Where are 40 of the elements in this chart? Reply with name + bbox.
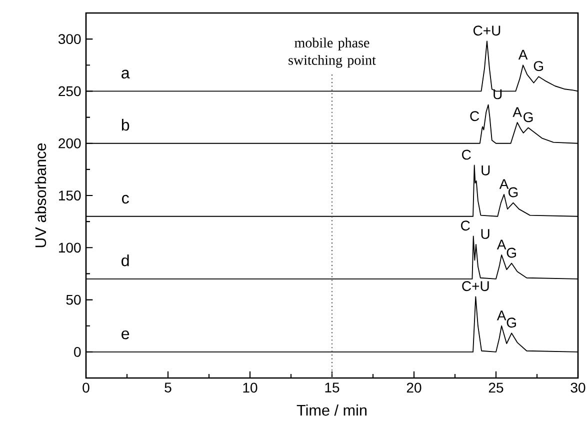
- annotation: G: [506, 318, 516, 328]
- x-tick-label: 5: [164, 382, 172, 392]
- legend-label: b: [122, 118, 130, 131]
- x-tick-label: 30: [570, 382, 586, 393]
- y-tick-label: 50: [66, 294, 81, 305]
- annotation: U: [494, 89, 502, 100]
- y-tick-label: 300: [58, 34, 81, 44]
- annotation: U: [481, 229, 490, 239]
- annotation: G: [506, 248, 516, 258]
- annotation: G: [524, 112, 533, 122]
- x-tick-label: 10: [243, 382, 258, 393]
- legend-label: a: [122, 70, 130, 78]
- annotation: A: [518, 50, 528, 60]
- x-tick-label: 0: [82, 382, 90, 393]
- annotation: A: [499, 179, 509, 189]
- annotation: A: [496, 240, 506, 250]
- y-tick-label: 100: [59, 242, 81, 253]
- y-tick-label: 200: [58, 138, 81, 148]
- y-tick-label: 0: [74, 346, 81, 357]
- annotation: C: [470, 111, 480, 122]
- annotation: U: [482, 166, 490, 176]
- legend-label: e: [122, 330, 130, 340]
- y-tick-label: 150: [59, 190, 81, 200]
- x-tick-label: 25: [488, 382, 504, 393]
- legend-label: c: [122, 194, 129, 204]
- ref-line-label: mobile phase switching point: [288, 38, 376, 68]
- annotation: C+U: [473, 26, 500, 36]
- annotation: A: [512, 107, 522, 117]
- annotation: C: [461, 220, 470, 231]
- annotation: A: [496, 310, 506, 320]
- y-tick-label: 250: [58, 86, 81, 96]
- x-tick-label: 20: [406, 382, 422, 393]
- annotation: G: [508, 187, 518, 198]
- annotation: C+U: [462, 281, 489, 292]
- annotation: G: [534, 61, 544, 72]
- y-axis-title: UV absorbance: [34, 143, 46, 248]
- series-label: d: [122, 254, 129, 266]
- x-tick-label: 15: [325, 382, 340, 392]
- x-axis-title: Time / min: [296, 404, 366, 416]
- annotation: C: [462, 150, 471, 160]
